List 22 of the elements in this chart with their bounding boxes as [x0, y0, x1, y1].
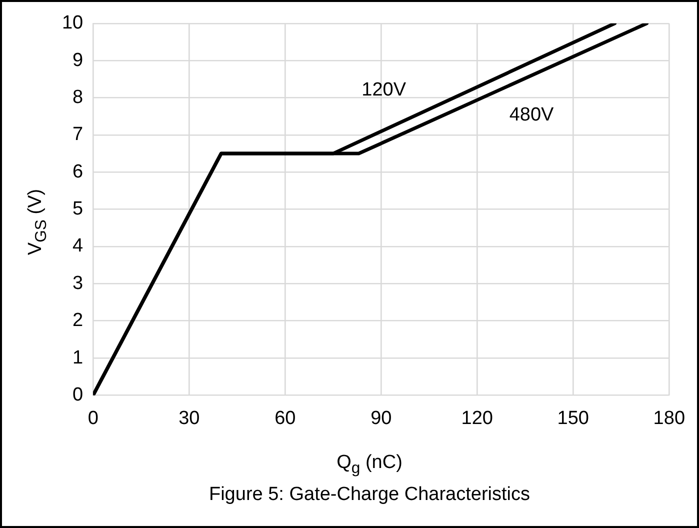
y-tick-label: 3 — [72, 272, 84, 294]
y-tick-label: 0 — [72, 384, 84, 406]
x-tick-label: 90 — [370, 408, 392, 429]
y-tick-label: 8 — [72, 86, 84, 108]
x-tick-label: 30 — [178, 408, 200, 429]
y-tick-label: 6 — [72, 161, 84, 182]
y-tick-label: 10 — [62, 12, 84, 34]
x-tick-label: 60 — [274, 408, 296, 429]
y-tick-label: 2 — [72, 310, 84, 332]
y-tick-label: 9 — [72, 50, 84, 71]
caption: Figure 5: Gate-Charge Characteristics — [208, 484, 531, 506]
x-axis-title: Q$_{g}$ (nC) — [336, 452, 404, 478]
x-tick-label: 180 — [653, 408, 685, 429]
series-label: 480V — [509, 104, 554, 126]
x-tick-label: 150 — [557, 408, 589, 429]
y-tick-label: 1 — [72, 347, 84, 368]
series-label: 120V — [362, 79, 406, 100]
x-tick-label: 0 — [88, 408, 98, 429]
y-tick-label: 5 — [72, 198, 84, 220]
x-tick-label: 120 — [461, 408, 493, 429]
y-tick-label: 4 — [72, 236, 84, 257]
y-tick-label: 7 — [72, 124, 84, 146]
